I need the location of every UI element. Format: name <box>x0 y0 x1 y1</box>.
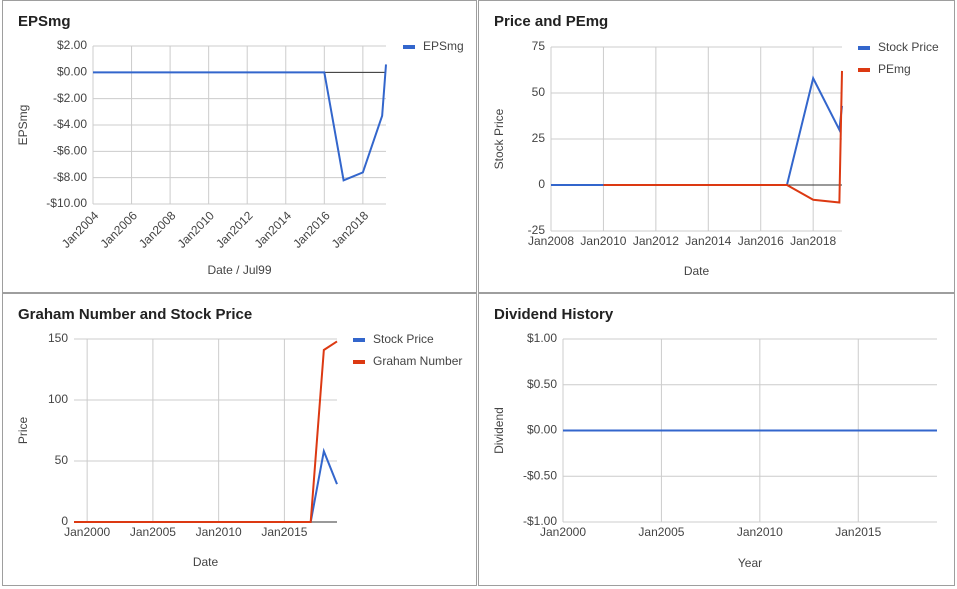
series-line <box>603 70 843 204</box>
x-tick-label: Jan2000 <box>64 525 110 539</box>
legend-label: Graham Number <box>373 354 462 368</box>
x-tick-label: Jan2016 <box>738 234 784 248</box>
chart-title: Graham Number and Stock Price <box>18 306 252 323</box>
x-tick-label: Jan2018 <box>790 234 836 248</box>
legend-swatch <box>858 68 870 72</box>
legend-swatch <box>403 45 415 49</box>
panel-frame <box>478 293 955 586</box>
y-axis-label: Stock Price <box>492 108 506 169</box>
y-axis-label: EPSmg <box>16 105 30 146</box>
y-tick-label: -$1.00 <box>523 514 557 528</box>
x-tick-label: Jan2014 <box>685 234 731 248</box>
legend-swatch <box>353 360 365 364</box>
y-tick-label: 0 <box>61 514 68 528</box>
y-tick-label: 75 <box>532 39 546 53</box>
y-tick-label: 100 <box>48 392 68 406</box>
chart-title: EPSmg <box>18 13 71 30</box>
legend-swatch <box>353 338 365 342</box>
y-axis-label: Dividend <box>492 407 506 454</box>
legend-label: Stock Price <box>878 40 939 54</box>
series-line <box>93 64 387 182</box>
legend-label: PEmg <box>878 62 911 76</box>
panel-frame <box>2 293 477 586</box>
x-tick-label: Jan2005 <box>638 525 684 539</box>
x-axis-label: Date / Jul99 <box>207 263 271 277</box>
y-tick-label: 50 <box>55 453 69 467</box>
y-tick-label: -$0.50 <box>523 468 557 482</box>
y-tick-label: $0.50 <box>527 377 557 391</box>
y-tick-label: 50 <box>532 85 546 99</box>
y-tick-label: $0.00 <box>57 65 87 79</box>
x-axis-label: Date <box>193 555 219 569</box>
y-tick-label: -$8.00 <box>53 170 87 184</box>
x-axis-label: Date <box>684 264 710 278</box>
y-tick-label: -25 <box>528 223 546 237</box>
y-tick-label: 150 <box>48 331 68 345</box>
x-tick-label: Jan2015 <box>835 525 881 539</box>
y-axis-label: Price <box>16 417 30 445</box>
y-tick-label: 0 <box>538 177 545 191</box>
y-tick-label: 25 <box>532 131 546 145</box>
series-line <box>74 340 338 523</box>
x-tick-label: Jan2000 <box>540 525 586 539</box>
y-tick-label: $1.00 <box>527 331 557 345</box>
y-tick-label: -$4.00 <box>53 117 87 131</box>
legend-label: Stock Price <box>373 332 434 346</box>
x-tick-label: Jan2010 <box>580 234 626 248</box>
chart-title: Dividend History <box>494 306 614 323</box>
y-tick-label: $2.00 <box>57 38 87 52</box>
x-tick-label: Jan2008 <box>528 234 574 248</box>
panel-frame <box>2 0 477 293</box>
panel-frame <box>478 0 955 293</box>
x-tick-label: Jan2012 <box>633 234 679 248</box>
y-tick-label: -$10.00 <box>46 196 87 210</box>
x-tick-label: Jan2015 <box>261 525 307 539</box>
y-tick-label: -$6.00 <box>53 144 87 158</box>
x-axis-label: Year <box>738 556 762 570</box>
chart-title: Price and PEmg <box>494 13 608 30</box>
x-tick-label: Jan2005 <box>130 525 176 539</box>
legend-swatch <box>858 46 870 50</box>
y-tick-label: -$2.00 <box>53 91 87 105</box>
y-tick-label: $0.00 <box>527 423 557 437</box>
x-tick-label: Jan2010 <box>196 525 242 539</box>
legend-label: EPSmg <box>423 39 464 53</box>
x-tick-label: Jan2010 <box>737 525 783 539</box>
